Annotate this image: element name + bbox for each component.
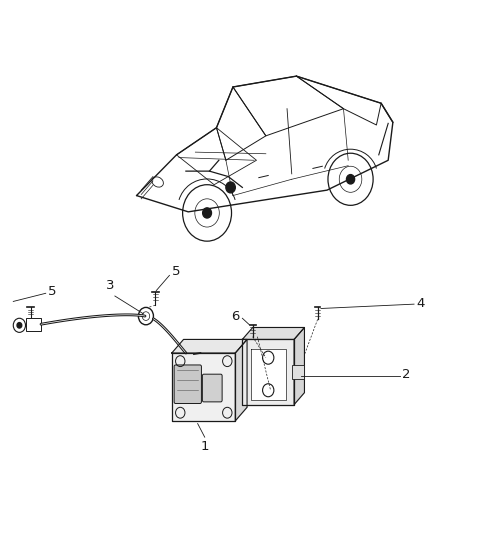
- Polygon shape: [242, 327, 304, 340]
- Circle shape: [17, 322, 22, 328]
- Circle shape: [185, 351, 190, 357]
- Text: 5: 5: [172, 265, 180, 278]
- Text: 2: 2: [402, 368, 411, 381]
- Circle shape: [347, 175, 355, 184]
- Text: 4: 4: [416, 296, 425, 310]
- FancyBboxPatch shape: [174, 365, 202, 403]
- Bar: [26, 317, 41, 331]
- Text: 6: 6: [232, 310, 240, 322]
- FancyBboxPatch shape: [203, 374, 222, 402]
- Polygon shape: [242, 340, 294, 404]
- Text: 1: 1: [201, 440, 209, 453]
- Polygon shape: [172, 353, 235, 421]
- Circle shape: [203, 208, 212, 218]
- Polygon shape: [172, 340, 247, 353]
- Polygon shape: [235, 340, 247, 421]
- Bar: [292, 366, 303, 379]
- Polygon shape: [294, 327, 304, 404]
- Polygon shape: [251, 349, 286, 399]
- Text: 5: 5: [48, 285, 57, 297]
- Circle shape: [226, 182, 235, 193]
- Text: 3: 3: [107, 279, 115, 292]
